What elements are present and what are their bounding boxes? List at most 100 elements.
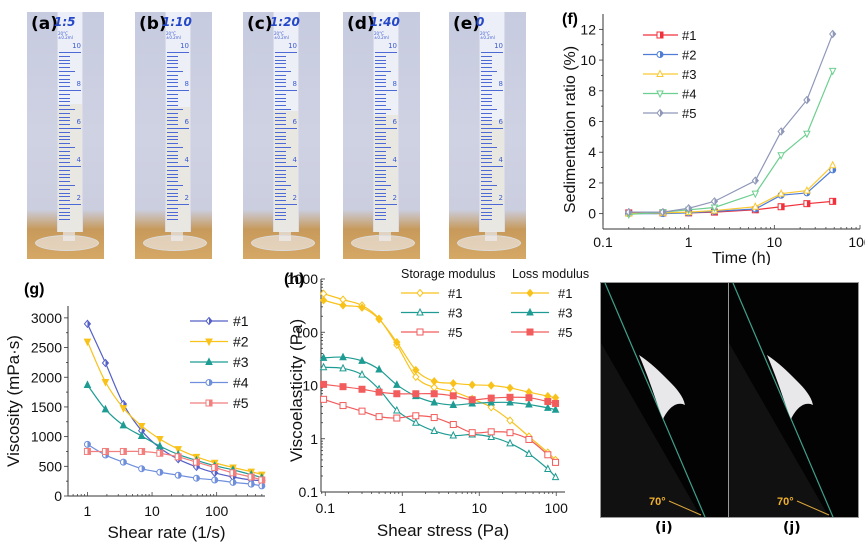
scale-tick <box>275 86 286 88</box>
data-point <box>449 430 458 439</box>
scale-tick <box>481 90 503 91</box>
scale-tick <box>275 158 286 160</box>
scale-tick <box>59 86 70 88</box>
data-point-half <box>832 30 836 38</box>
chart-sedimentation-ratio: (f) 0 2 4 6 8 10 12 0.1 1 10 100 Time (h) Sedimentati… <box>562 11 865 265</box>
data-point <box>430 397 439 406</box>
scale-tick <box>375 93 386 95</box>
series-line-2 <box>628 169 834 215</box>
scale-tick <box>275 143 286 145</box>
data-point <box>339 363 347 372</box>
scale-tick <box>59 78 70 80</box>
scale-tick <box>59 93 70 95</box>
data-point-half <box>806 200 810 207</box>
scale-tick <box>275 207 286 209</box>
scale-tick <box>59 162 70 164</box>
scale-tick <box>481 67 492 69</box>
scale-number: 10 <box>72 42 81 50</box>
legend-label: #5 <box>233 395 249 411</box>
cylinder-photo: (b) 1:10 20°C ±0.2ml 10 8 6 4 2 <box>135 12 212 259</box>
series-line-3 <box>628 164 834 215</box>
data-point-half <box>123 448 127 455</box>
y-tick-label: 1500 <box>31 399 62 415</box>
scale-tick <box>275 112 286 114</box>
data-point <box>468 429 476 437</box>
scale-number: 4 <box>184 156 189 164</box>
scale-tick <box>59 67 70 69</box>
data-point <box>412 365 420 375</box>
scale-tick <box>375 128 397 129</box>
scale-tick <box>375 207 386 209</box>
data-point <box>656 90 664 99</box>
data-point <box>412 412 420 420</box>
y-tick-label: 4 <box>588 144 596 160</box>
data-point <box>487 432 496 440</box>
data-point-half <box>105 359 109 367</box>
scale-tick <box>481 71 497 72</box>
scale-tick <box>375 215 386 217</box>
data-point-half <box>660 51 663 58</box>
data-point <box>412 390 420 398</box>
scale-tick <box>481 131 492 133</box>
sediment-fill <box>58 104 82 232</box>
scale-tick <box>375 86 386 88</box>
scale-tick <box>481 188 492 190</box>
scale-number: 10 <box>180 42 189 50</box>
legend-header-loss: Loss modulus <box>512 267 589 281</box>
series-line-1 <box>628 200 833 214</box>
data-point <box>393 390 401 398</box>
sediment-fill <box>274 111 298 232</box>
data-point <box>101 379 110 387</box>
scale-tick <box>59 158 70 160</box>
legend-label: #1 <box>682 28 696 43</box>
data-point <box>320 395 328 403</box>
scale-tick <box>275 82 286 84</box>
scale-tick <box>375 204 397 205</box>
cylinder-photo: (a) 1:5 20°C ±0.2ml 10 8 6 4 2 <box>27 12 104 259</box>
scale-number: 4 <box>76 156 81 164</box>
legend-label: #1 <box>448 286 462 301</box>
x-tick-label: 10 <box>767 234 783 250</box>
scale-number: 8 <box>498 80 503 88</box>
legend-header-storage: Storage modulus <box>401 267 496 281</box>
legend-label: #3 <box>233 354 249 370</box>
panel-label: (d) <box>347 14 375 34</box>
legend-label: #4 <box>682 87 696 102</box>
data-point <box>137 422 146 431</box>
scale-tick <box>481 86 492 88</box>
data-point-half <box>232 469 236 476</box>
data-point <box>101 404 110 413</box>
scale-tick <box>481 215 492 217</box>
data-point <box>358 356 366 364</box>
data-point-half <box>159 469 163 476</box>
data-point <box>449 379 457 388</box>
y-tick-label: 1000 <box>287 271 318 287</box>
y-tick-label: 8 <box>588 83 596 99</box>
scale-tick <box>481 109 497 110</box>
data-point <box>449 392 457 400</box>
scale-tick <box>275 135 286 137</box>
scale-tick <box>275 185 291 186</box>
panel-label: (i) <box>655 520 673 536</box>
x-tick-label: 1 <box>84 503 92 519</box>
scale-tick <box>59 116 70 118</box>
scale-tick <box>167 150 178 152</box>
scale-tick <box>375 78 386 80</box>
scale-tick <box>375 131 386 133</box>
cylinder-base <box>35 235 99 251</box>
data-point-half <box>178 453 182 460</box>
scale-tick <box>375 82 386 84</box>
scale-tick <box>375 177 386 179</box>
scale-tick <box>481 211 492 213</box>
scale-tick <box>375 173 386 175</box>
scale-tick <box>275 181 286 183</box>
scale-tick <box>481 97 492 99</box>
series-line-storage-1 <box>323 293 556 461</box>
scale-number: 8 <box>184 80 189 88</box>
scale-tick <box>167 139 178 141</box>
data-point <box>751 202 760 210</box>
scale-tick <box>481 59 492 61</box>
legend-label: #3 <box>448 306 462 321</box>
scale-tick <box>275 219 286 221</box>
scale-number: 8 <box>76 80 81 88</box>
